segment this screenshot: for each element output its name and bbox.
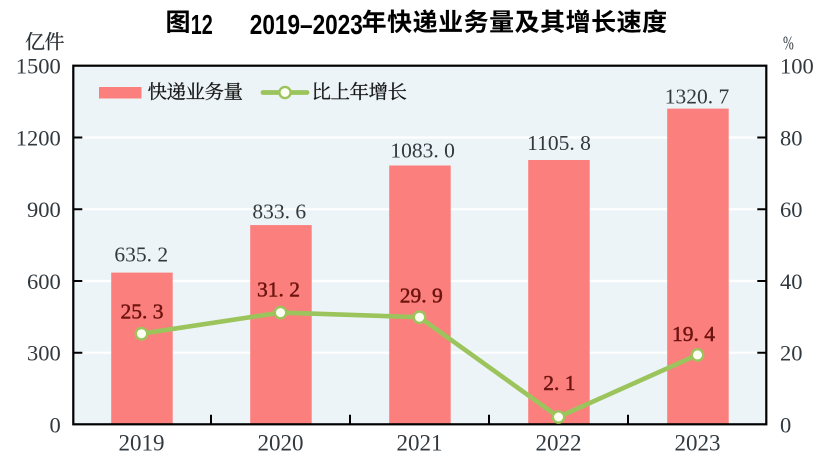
svg-text:0: 0 bbox=[50, 412, 61, 437]
svg-text:635. 2: 635. 2 bbox=[114, 242, 168, 266]
svg-text:25. 3: 25. 3 bbox=[121, 299, 164, 323]
svg-text:2019–2023: 2019–2023 bbox=[250, 9, 363, 40]
svg-text:2020: 2020 bbox=[258, 430, 304, 455]
svg-text:%: % bbox=[783, 33, 794, 55]
svg-text:1200: 1200 bbox=[16, 125, 61, 150]
svg-text:20: 20 bbox=[780, 341, 803, 366]
svg-text:60: 60 bbox=[780, 197, 803, 222]
svg-text:12: 12 bbox=[191, 9, 213, 40]
svg-text:1083. 0: 1083. 0 bbox=[390, 138, 455, 162]
svg-text:80: 80 bbox=[780, 125, 803, 150]
svg-text:1320. 7: 1320. 7 bbox=[665, 84, 730, 108]
svg-text:1105. 8: 1105. 8 bbox=[527, 131, 591, 155]
svg-text:900: 900 bbox=[27, 197, 61, 222]
svg-text:600: 600 bbox=[27, 269, 61, 294]
svg-text:100: 100 bbox=[780, 54, 814, 79]
svg-text:1500: 1500 bbox=[16, 54, 61, 79]
svg-text:300: 300 bbox=[27, 341, 61, 366]
svg-text:2. 1: 2. 1 bbox=[543, 371, 575, 395]
svg-text:29. 9: 29. 9 bbox=[400, 283, 443, 307]
svg-text:40: 40 bbox=[780, 269, 803, 294]
svg-text:19. 4: 19. 4 bbox=[672, 322, 715, 346]
svg-text:2021: 2021 bbox=[397, 430, 443, 455]
svg-text:2019: 2019 bbox=[119, 430, 165, 455]
svg-text:0: 0 bbox=[780, 412, 791, 437]
svg-text:833. 6: 833. 6 bbox=[252, 199, 306, 223]
svg-text:2023: 2023 bbox=[675, 430, 721, 455]
svg-text:2022: 2022 bbox=[536, 430, 582, 455]
svg-text:31. 2: 31. 2 bbox=[257, 277, 300, 301]
